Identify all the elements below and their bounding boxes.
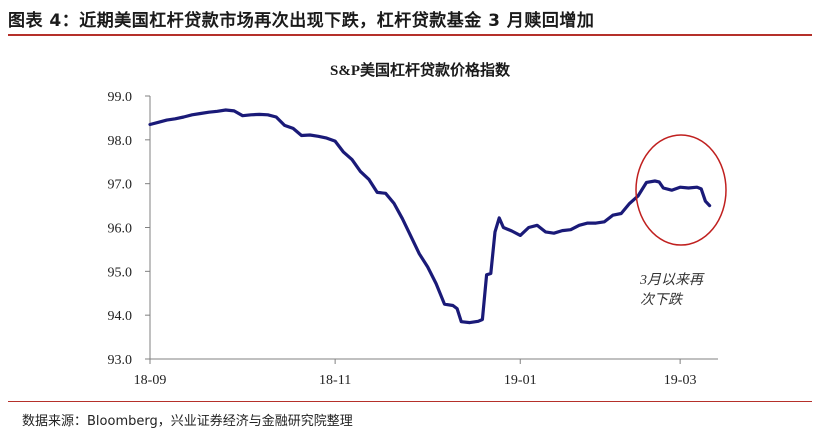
x-tick-label: 18-09 [134, 373, 167, 388]
annotation-line-2: 次下跌 [640, 292, 684, 308]
x-tick-labels: 18-09 18-11 19-01 19-03 [134, 373, 697, 388]
source-divider [8, 401, 812, 402]
source-note: 数据来源：Bloomberg，兴业证券经济与金融研究院整理 [22, 414, 353, 429]
y-tick-label: 95.0 [108, 265, 133, 280]
x-tick-label: 18-11 [319, 373, 351, 388]
title-divider [8, 34, 812, 36]
series-line [148, 108, 712, 325]
axes [145, 95, 718, 364]
y-tick-label: 97.0 [108, 178, 133, 193]
chart-title: S&P美国杠杆贷款价格指数 [330, 61, 511, 79]
highlight-ellipse [635, 134, 727, 246]
y-tick-label: 99.0 [108, 90, 133, 105]
y-tick-label: 94.0 [108, 309, 133, 324]
y-tick-label: 96.0 [108, 222, 133, 237]
x-tick-label: 19-03 [664, 373, 697, 388]
y-tick-label: 93.0 [108, 353, 133, 368]
x-tick-label: 19-01 [504, 373, 537, 388]
y-tick-label: 98.0 [108, 134, 133, 149]
figure-title: 图表 4：近期美国杠杆贷款市场再次出现下跌，杠杆贷款基金 3 月赎回增加 [8, 11, 595, 31]
y-tick-labels: 93.0 94.0 95.0 96.0 97.0 98.0 99.0 [108, 90, 133, 368]
annotation-line-1: 3月以来再 [639, 272, 705, 288]
